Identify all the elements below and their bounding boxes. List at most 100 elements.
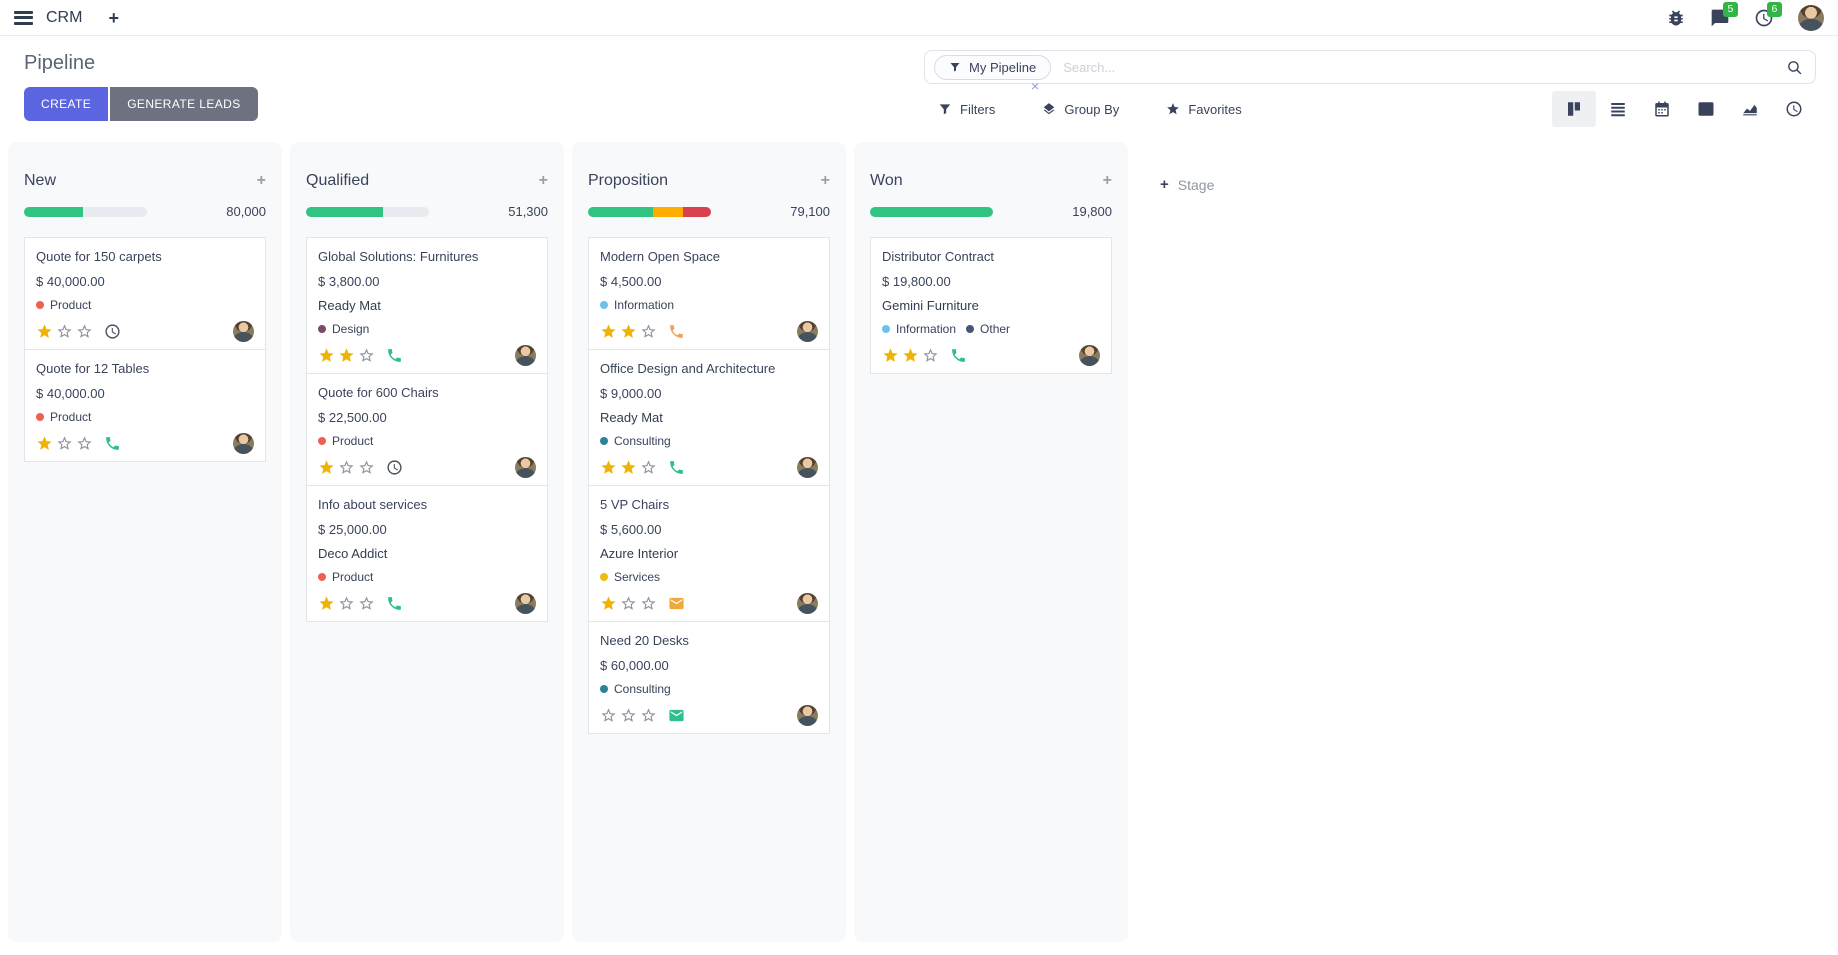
stage-progressbar[interactable]	[870, 206, 993, 217]
priority-star-icon[interactable]	[922, 347, 939, 364]
priority-star-icon[interactable]	[620, 595, 637, 612]
card-footer	[318, 456, 536, 478]
card-tag: Consulting	[600, 434, 671, 448]
salesperson-avatar[interactable]	[797, 592, 818, 614]
salesperson-avatar[interactable]	[515, 592, 536, 614]
quick-create-icon[interactable]: +	[1102, 172, 1112, 189]
priority-star-icon[interactable]	[36, 435, 53, 452]
generate-leads-button[interactable]: GENERATE LEADS	[110, 87, 258, 121]
debug-bug-icon[interactable]	[1666, 8, 1686, 28]
kanban-card[interactable]: 5 VP Chairs $ 5,600.00 Azure Interior Servi…	[588, 485, 830, 622]
priority-star-icon[interactable]	[640, 459, 657, 476]
kanban-card[interactable]: Quote for 12 Tables $ 40,000.00 Product	[24, 349, 266, 462]
quick-create-icon[interactable]: +	[820, 172, 830, 189]
view-graph-button[interactable]	[1728, 91, 1772, 127]
priority-star-icon[interactable]	[600, 323, 617, 340]
salesperson-avatar[interactable]	[797, 320, 818, 342]
stage-progressbar[interactable]	[306, 206, 429, 217]
priority-star-icon[interactable]	[620, 323, 637, 340]
priority-star-icon[interactable]	[882, 347, 899, 364]
add-stage-button[interactable]: + Stage	[1160, 142, 1214, 193]
priority-star-icon[interactable]	[76, 435, 93, 452]
kanban-card[interactable]: Quote for 600 Chairs $ 22,500.00 Product	[306, 373, 548, 486]
priority-star-icon[interactable]	[640, 707, 657, 724]
group-by-button[interactable]: Group By	[1042, 102, 1119, 117]
quick-create-icon[interactable]: +	[538, 172, 548, 189]
activity-phone-icon[interactable]	[668, 459, 685, 476]
kanban-card[interactable]: Quote for 150 carpets $ 40,000.00 Product	[24, 237, 266, 350]
priority-star-icon[interactable]	[36, 323, 53, 340]
activities-clock-icon[interactable]: 6	[1754, 1, 1782, 28]
salesperson-avatar[interactable]	[515, 456, 536, 478]
activity-phone-icon[interactable]	[104, 435, 121, 452]
priority-star-icon[interactable]	[318, 595, 335, 612]
priority-star-icon[interactable]	[620, 707, 637, 724]
salesperson-avatar[interactable]	[515, 344, 536, 366]
facet-remove-icon[interactable]: ×	[1031, 78, 1040, 94]
stage-total: 79,100	[790, 204, 830, 219]
priority-star-icon[interactable]	[600, 595, 617, 612]
search-box[interactable]: My Pipeline ×	[924, 50, 1816, 93]
card-tag: Consulting	[600, 682, 671, 696]
view-activity-button[interactable]	[1772, 91, 1816, 127]
app-name[interactable]: CRM	[46, 8, 83, 26]
priority-star-icon[interactable]	[56, 435, 73, 452]
kanban-card[interactable]: Modern Open Space $ 4,500.00 Information	[588, 237, 830, 350]
activity-envelope-icon[interactable]	[668, 595, 685, 612]
kanban-card[interactable]: Info about services $ 25,000.00 Deco Addic…	[306, 485, 548, 622]
priority-star-icon[interactable]	[76, 323, 93, 340]
priority-star-icon[interactable]	[600, 459, 617, 476]
kanban-card[interactable]: Distributor Contract $ 19,800.00 Gemini Fu…	[870, 237, 1112, 374]
view-pivot-button[interactable]	[1684, 91, 1728, 127]
card-tag: Other	[966, 322, 1010, 336]
priority-star-icon[interactable]	[56, 323, 73, 340]
search-icon[interactable]	[1786, 59, 1803, 76]
salesperson-avatar[interactable]	[233, 432, 254, 454]
filters-button[interactable]: Filters	[938, 102, 995, 117]
priority-star-icon[interactable]	[338, 595, 355, 612]
activity-phone-icon[interactable]	[386, 347, 403, 364]
priority-star-icon[interactable]	[318, 459, 335, 476]
quick-create-icon[interactable]: +	[256, 172, 266, 189]
priority-star-icon[interactable]	[338, 459, 355, 476]
user-avatar[interactable]	[1798, 4, 1824, 31]
priority-star-icon[interactable]	[640, 323, 657, 340]
activity-phone-icon[interactable]	[386, 595, 403, 612]
priority-star-icon[interactable]	[358, 347, 375, 364]
salesperson-avatar[interactable]	[233, 320, 254, 342]
stage-progressbar[interactable]	[24, 206, 147, 217]
activity-phone-icon[interactable]	[950, 347, 967, 364]
priority-star-icon[interactable]	[620, 459, 637, 476]
priority-star-icon[interactable]	[358, 595, 375, 612]
priority-star-icon[interactable]	[358, 459, 375, 476]
messages-icon[interactable]: 5	[1710, 1, 1738, 28]
activity-envelope-icon[interactable]	[668, 707, 685, 724]
view-kanban-button[interactable]	[1552, 91, 1596, 127]
kanban-card[interactable]: Global Solutions: Furnitures $ 3,800.00 Re…	[306, 237, 548, 374]
apps-menu-icon[interactable]	[14, 10, 33, 25]
priority-star-icon[interactable]	[318, 347, 335, 364]
priority-star-icon[interactable]	[338, 347, 355, 364]
salesperson-avatar[interactable]	[797, 704, 818, 726]
card-list: Modern Open Space $ 4,500.00 Information Of…	[588, 237, 830, 734]
activity-clock-icon[interactable]	[386, 459, 403, 476]
stage-total: 51,300	[508, 204, 548, 219]
kanban-card[interactable]: Office Design and Architecture $ 9,000.00…	[588, 349, 830, 486]
priority-star-icon[interactable]	[600, 707, 617, 724]
priority-star-icon[interactable]	[640, 595, 657, 612]
activity-phone-icon[interactable]	[668, 323, 685, 340]
activity-clock-icon[interactable]	[104, 323, 121, 340]
create-button[interactable]: CREATE	[24, 87, 109, 121]
view-list-button[interactable]	[1596, 91, 1640, 127]
search-facet[interactable]: My Pipeline	[934, 54, 1052, 80]
view-calendar-button[interactable]	[1640, 91, 1684, 127]
salesperson-avatar[interactable]	[1079, 344, 1100, 366]
stage-header: Won +	[870, 172, 1112, 190]
salesperson-avatar[interactable]	[797, 456, 818, 478]
favorites-button[interactable]: Favorites	[1166, 102, 1242, 117]
navbar-plus-icon[interactable]: +	[108, 7, 119, 28]
priority-star-icon[interactable]	[902, 347, 919, 364]
stage-progressbar[interactable]	[588, 206, 711, 217]
kanban-card[interactable]: Need 20 Desks $ 60,000.00 Consulting	[588, 621, 830, 734]
search-input[interactable]	[1061, 58, 1786, 76]
